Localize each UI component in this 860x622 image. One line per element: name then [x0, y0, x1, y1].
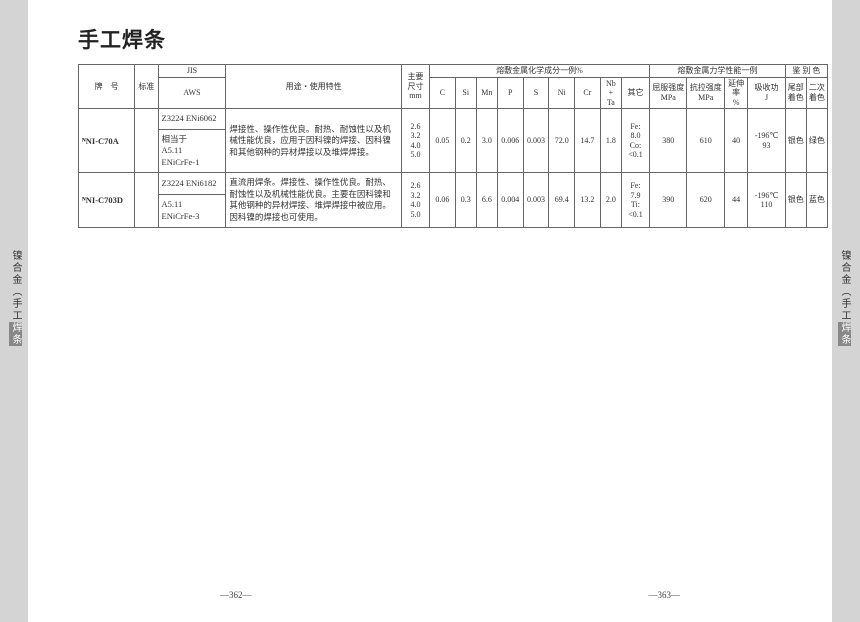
cell-impact: -196℃ 93 [748, 109, 785, 173]
th-c: C [430, 77, 456, 109]
th-other: 其它 [621, 77, 649, 109]
th-si: Si [455, 77, 476, 109]
th-aws: AWS [158, 77, 226, 109]
cell-aws: 相当于 A5.11 ENiCrFe-1 [158, 129, 226, 172]
cell-std-spacer [135, 173, 158, 228]
side-label-hl: 焊条 [838, 322, 851, 346]
cell-size: 2.6 3.2 4.0 5.0 [401, 173, 429, 228]
cell-tail: 银色 [785, 109, 806, 173]
th-usage: 用途・使用特性 [226, 65, 402, 109]
side-label-text: 镍合金（手工 [10, 250, 21, 322]
cell-ni: 72.0 [549, 109, 575, 173]
cell-p: 0.004 [497, 173, 523, 228]
th-s: S [523, 77, 549, 109]
cell-usage: 直流用焊条。焊接性、操作性优良。耐热、耐蚀性以及机械性能优良。主要在因科镍和其他… [226, 173, 402, 228]
cell-other: Fe: 7.9 Ti: <0.1 [621, 173, 649, 228]
cell-usage: 焊接性、操作性优良。耐热、耐蚀性以及机械性能优良，应用于因科镍的焊接、因科镍和其… [226, 109, 402, 173]
cell-ts: 620 [687, 173, 724, 228]
th-nbta: Nb + Ta [600, 77, 621, 109]
th-tail: 尾部 着色 [785, 77, 806, 109]
welding-table: 牌 号 标准 JIS 用途・使用特性 主要 尺寸 mm 熔敷金属化学成分一例% … [78, 64, 828, 228]
th-jis: JIS [158, 65, 226, 78]
cell-cr: 13.2 [575, 173, 601, 228]
cell-brand: ᴺNI-C703D [79, 173, 135, 228]
cell-jis: Z3224 ENi6182 [158, 173, 226, 194]
right-side-label: 镍合金（手工焊条 [837, 250, 852, 346]
cell-mn: 3.0 [476, 109, 497, 173]
cell-std-spacer [135, 109, 158, 173]
left-side-label: 镍合金（手工焊条 [8, 250, 23, 346]
th-brand: 牌 号 [79, 65, 135, 109]
cell-jis: Z3224 ENi6062 [158, 109, 226, 129]
page-content: 手工焊条 牌 号 标准 JIS 用途・使用特性 主要 尺寸 mm 熔敷金属化学成… [78, 24, 830, 228]
side-label-hl: 焊条 [9, 322, 22, 346]
th-ni: Ni [549, 77, 575, 109]
cell-mn: 6.6 [476, 173, 497, 228]
cell-ys: 390 [650, 173, 687, 228]
th-el: 延伸率 % [724, 77, 747, 109]
page-title: 手工焊条 [78, 24, 830, 54]
cell-cr: 14.7 [575, 109, 601, 173]
th-std: 标准 [135, 65, 158, 109]
cell-ts: 610 [687, 109, 724, 173]
cell-p: 0.006 [497, 109, 523, 173]
page-number-right: —363— [649, 590, 681, 600]
cell-size: 2.6 3.2 4.0 5.0 [401, 109, 429, 173]
th-mn: Mn [476, 77, 497, 109]
cell-el: 44 [724, 173, 747, 228]
th-sec: 二次 着色 [806, 77, 827, 109]
side-label-text: 镍合金（手工 [839, 250, 850, 322]
cell-nbta: 1.8 [600, 109, 621, 173]
cell-sec: 蓝色 [806, 173, 827, 228]
th-ts: 抗拉强度 MPa [687, 77, 724, 109]
cell-si: 0.2 [455, 109, 476, 173]
th-mech: 熔敷金属力学性能一例 [650, 65, 786, 78]
cell-aws: A5.11 ENiCrFe-3 [158, 194, 226, 227]
th-p: P [497, 77, 523, 109]
page-number-left: —362— [220, 590, 252, 600]
cell-c: 0.05 [430, 109, 456, 173]
cell-impact: -196℃ 110 [748, 173, 785, 228]
cell-s: 0.003 [523, 109, 549, 173]
th-size: 主要 尺寸 mm [401, 65, 429, 109]
cell-other: Fe: 8.0 Co: <0.1 [621, 109, 649, 173]
cell-sec: 绿色 [806, 109, 827, 173]
th-cr: Cr [575, 77, 601, 109]
th-impact: 吸收功 J [748, 77, 785, 109]
cell-c: 0.06 [430, 173, 456, 228]
cell-si: 0.3 [455, 173, 476, 228]
cell-tail: 银色 [785, 173, 806, 228]
cell-ni: 69.4 [549, 173, 575, 228]
cell-s: 0.003 [523, 173, 549, 228]
th-chem: 熔敷金属化学成分一例% [430, 65, 650, 78]
cell-el: 40 [724, 109, 747, 173]
cell-ys: 380 [650, 109, 687, 173]
th-id: 鉴 别 色 [785, 65, 827, 78]
cell-brand: ᴺNI-C70A [79, 109, 135, 173]
cell-nbta: 2.0 [600, 173, 621, 228]
th-ys: 屈服强度 MPa [650, 77, 687, 109]
